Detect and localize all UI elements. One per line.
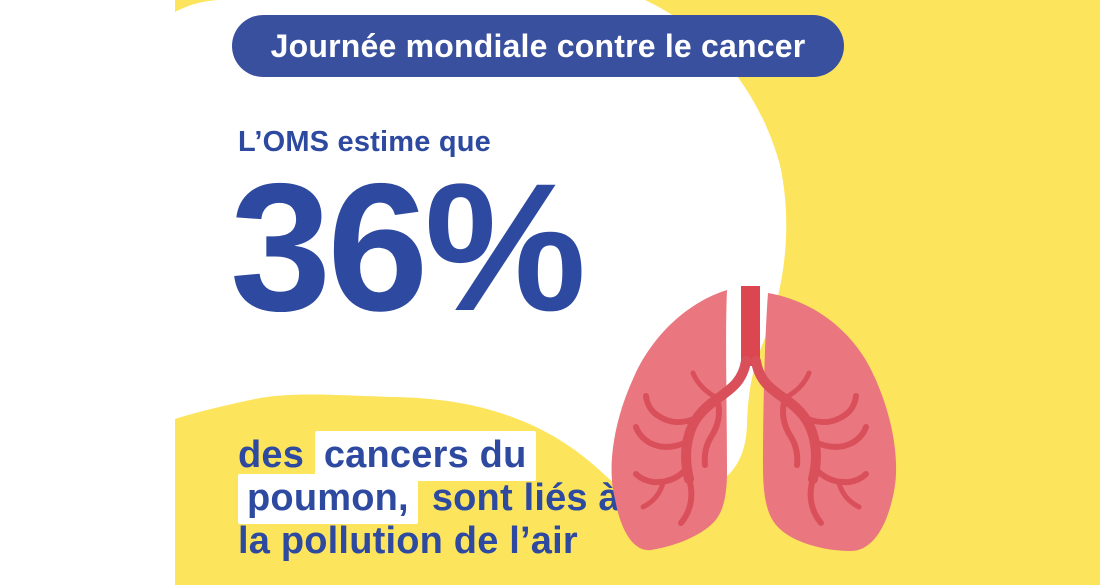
statement-text: des cancers du poumon, sont liés à la pol…	[238, 431, 620, 563]
title-badge-label: Journée mondiale contre le cancer	[270, 27, 806, 64]
statement-line2-highlight: poumon,	[238, 474, 418, 524]
statement-line-1: des cancers du	[238, 431, 620, 481]
intro-text: L’OMS estime que	[238, 126, 491, 158]
title-badge: Journée mondiale contre le cancer	[232, 15, 844, 77]
statement-line-2: poumon, sont liés à	[238, 474, 620, 524]
statement-line1-highlight: cancers du	[314, 431, 536, 481]
stat-value: 36%	[230, 145, 586, 349]
statement-line-3: la pollution de l’air	[238, 520, 578, 562]
statement-line1-plain: des	[238, 434, 315, 476]
statement-line2-plain: sont liés à	[431, 477, 620, 519]
